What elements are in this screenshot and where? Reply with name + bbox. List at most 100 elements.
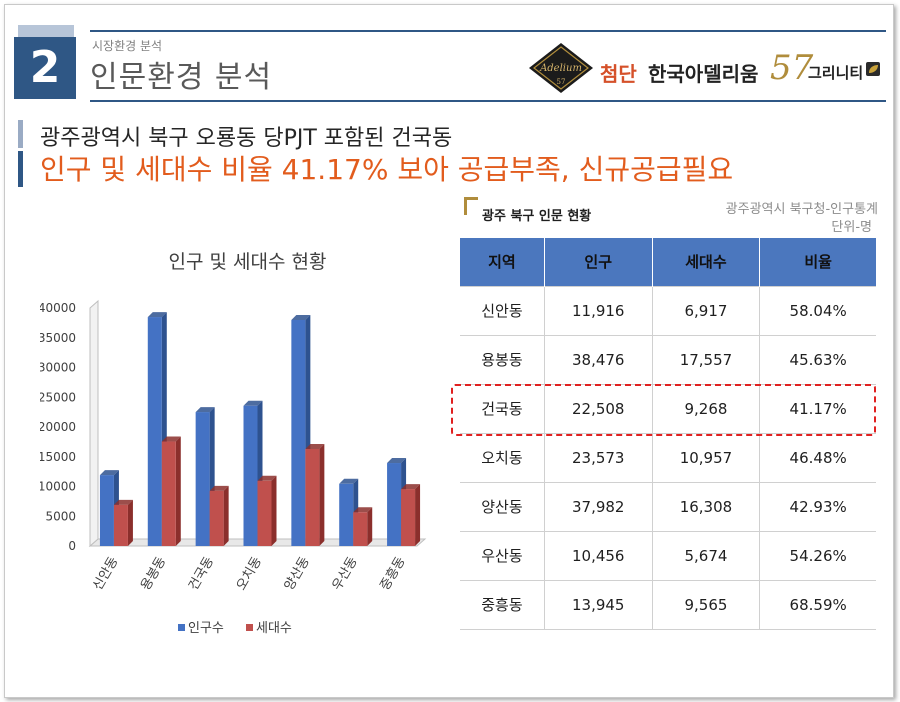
leaf-icon <box>866 62 880 76</box>
table-row: 오치동 23,573 10,957 46.48% <box>460 432 876 482</box>
bar-top <box>195 407 215 413</box>
bar-population <box>291 320 306 546</box>
bar-households <box>161 441 176 546</box>
table-source: 광주광역시 북구청-인구통계 <box>725 202 878 217</box>
x-tick-label: 양산동 <box>282 554 313 593</box>
table-row: 양산동 37,982 16,308 42.93% <box>460 481 876 531</box>
bar-top <box>147 312 167 318</box>
bar-top <box>161 436 181 442</box>
cell-ratio: 45.63% <box>759 334 876 384</box>
bar-top <box>209 485 229 491</box>
bar-top <box>353 507 373 513</box>
cell-population: 37,982 <box>543 481 653 531</box>
x-tick-label: 신안동 <box>90 554 121 593</box>
bar-population <box>243 405 258 546</box>
bar-side <box>367 507 373 546</box>
cell-households: 5,674 <box>651 530 760 580</box>
cell-population: 11,916 <box>543 285 653 335</box>
page-title: 인문환경 분석 <box>90 60 273 95</box>
bar-population <box>387 463 402 546</box>
cell-region: 오치동 <box>460 432 545 482</box>
table-title: 광주 북구 인문 현황 <box>482 209 592 224</box>
x-tick-label: 오치동 <box>234 554 265 593</box>
x-tick-label: 용봉동 <box>138 554 169 593</box>
y-tick-label: 15000 <box>40 450 76 464</box>
header-subtitle: 시장환경 분석 <box>92 39 163 53</box>
cell-region: 신안동 <box>460 285 545 335</box>
col-header-ratio: 비율 <box>759 238 876 286</box>
bar-side <box>127 499 133 546</box>
cell-population: 23,573 <box>543 432 653 482</box>
cell-ratio: 58.04% <box>759 285 876 335</box>
headline-line2: 인구 및 세대수 비율 41.17% 보아 공급부족, 신규공급필요 <box>40 153 734 186</box>
bar-side <box>271 475 277 546</box>
y-tick-label: 40000 <box>40 301 76 315</box>
headline-line1: 광주광역시 북구 오룡동 당PJT 포함된 건국동 <box>40 126 453 151</box>
legend-swatch <box>178 624 185 631</box>
cell-households: 6,917 <box>651 285 760 335</box>
bar-households <box>305 448 320 546</box>
highlight-dashed-box <box>451 384 876 436</box>
seal-text: Adelium <box>539 63 582 74</box>
y-tick-label: 0 <box>68 539 76 553</box>
legend-label: 세대수 <box>256 621 292 636</box>
bar-top <box>99 470 119 476</box>
chart-title: 인구 및 세대수 현황 <box>169 251 327 273</box>
col-header-households: 세대수 <box>651 238 760 286</box>
legend-label: 인구수 <box>188 621 224 636</box>
adelium-seal-logo: Adelium 57 <box>529 43 593 93</box>
table-row: 용봉동 38,476 17,557 45.63% <box>460 334 876 384</box>
cell-ratio: 41.17% <box>759 383 876 433</box>
bar-population <box>339 483 354 546</box>
bar-top <box>113 499 133 505</box>
cell-households: 9,268 <box>651 383 760 433</box>
bar-population <box>147 317 162 546</box>
x-tick-label: 건국동 <box>186 554 217 593</box>
table-unit: 단위-명 <box>831 220 872 235</box>
bar-top <box>387 458 407 464</box>
section-number: 2 <box>29 42 61 93</box>
cell-region: 중흥동 <box>460 579 545 630</box>
cell-region: 용봉동 <box>460 334 545 384</box>
brand-cheomdan: 첨단 <box>600 62 637 86</box>
bar-top <box>243 400 263 406</box>
headline-accent-bar-light <box>18 120 23 148</box>
cell-region: 양산동 <box>460 481 545 531</box>
bar-households <box>113 504 128 546</box>
bar-households <box>257 480 272 546</box>
bar-top <box>339 478 359 484</box>
header-bottom-rule <box>90 100 886 102</box>
brand-greenity: 그리니티 <box>808 64 864 82</box>
bar-households <box>353 512 368 546</box>
headline-accent-bar-dark <box>18 151 23 187</box>
x-tick-label: 우산동 <box>330 554 361 593</box>
y-tick-label: 25000 <box>40 390 76 404</box>
bar-population <box>195 412 210 546</box>
table-title-bracket <box>464 197 478 215</box>
brand-name: 한국아델리움 <box>648 62 759 86</box>
table-header-row: 지역 인구 세대수 비율 <box>460 238 876 286</box>
col-header-population: 인구 <box>543 238 653 286</box>
cell-ratio: 42.93% <box>759 481 876 531</box>
col-header-region: 지역 <box>460 238 545 286</box>
cell-region: 건국동 <box>460 383 545 433</box>
table-row: 신안동 11,916 6,917 58.04% <box>460 285 876 335</box>
cell-ratio: 46.48% <box>759 432 876 482</box>
bar-top <box>291 315 311 321</box>
cell-households: 10,957 <box>651 432 760 482</box>
bar-side <box>175 436 181 546</box>
header-top-rule <box>90 30 886 32</box>
bar-top <box>401 484 421 490</box>
cell-households: 16,308 <box>651 481 760 531</box>
cell-households: 17,557 <box>651 334 760 384</box>
bar-side <box>319 443 325 546</box>
cell-region: 우산동 <box>460 530 545 580</box>
y-tick-label: 10000 <box>40 480 76 494</box>
section-number-box <box>14 37 76 99</box>
cell-households: 9,565 <box>651 579 760 630</box>
legend-swatch <box>246 624 253 631</box>
table-row: 우산동 10,456 5,674 54.26% <box>460 530 876 580</box>
cell-population: 13,945 <box>543 579 653 630</box>
population-table: 지역 인구 세대수 비율 신안동 11,916 6,917 58.04% 용봉동… <box>460 238 876 630</box>
seal-number: 57 <box>557 78 566 86</box>
